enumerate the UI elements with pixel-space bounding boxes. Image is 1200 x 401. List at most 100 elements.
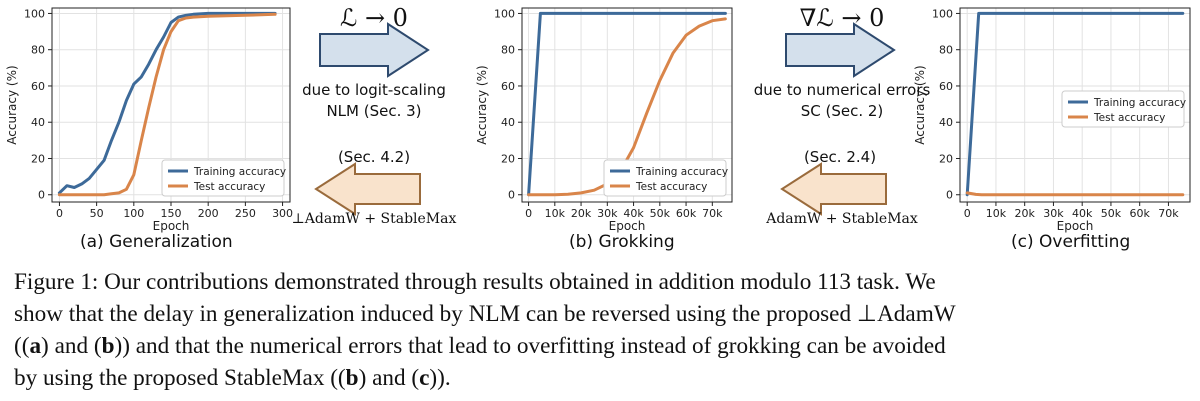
- chart-grokking: 0 10k 20k 30k 40k 50k 60k 70k 0 20 40 60 80 100 Epoch A…: [475, 7, 733, 233]
- series-line-test: [57, 12, 277, 197]
- x-tick-label: 60k: [1130, 207, 1151, 220]
- x-tick-label: 100: [123, 207, 144, 220]
- caption-line-4: by using the proposed StableMax ((b) and…: [14, 362, 1190, 394]
- x-tick-label: 30k: [1043, 207, 1064, 220]
- arrow-right-sec: (Sec. 2.4): [803, 148, 877, 166]
- x-tick-label: 30k: [597, 207, 618, 220]
- arrow-left-mid-line1: due to logit-scaling: [302, 81, 446, 99]
- caption-text: )) and that the numerical errors that le…: [114, 333, 946, 359]
- arrow-left-bottom-math: ⊥AdamW + StableMax: [291, 211, 457, 227]
- y-tick-label: 80: [31, 44, 45, 57]
- right-arrow-icon: [785, 22, 896, 78]
- x-tick-label: 0: [525, 207, 532, 220]
- arrow-left-sec: (Sec. 4.2): [337, 148, 411, 166]
- caption-line-3: ((a) and (b)) and that the numerical err…: [14, 330, 1190, 362]
- arrow-right-mid-line1: due to numerical errors: [753, 81, 931, 99]
- legend-label: Test accuracy: [1093, 112, 1165, 124]
- arrow-left-mid-line2: NLM (Sec. 3): [326, 102, 422, 120]
- plot-frame: [521, 7, 733, 203]
- arrow-left-top-math: ℒ → 0: [340, 4, 408, 32]
- x-tick-label: 150: [161, 207, 182, 220]
- y-tick-label: 20: [939, 152, 953, 165]
- caption-label: Figure 1:: [14, 269, 99, 295]
- y-tick-label: 100: [932, 7, 953, 20]
- y-tick-label: 40: [939, 116, 953, 129]
- x-axis-label: Epoch: [609, 219, 646, 233]
- x-tick-label: 40k: [1072, 207, 1093, 220]
- figure-caption: Figure 1: Our contributions demonstrated…: [14, 266, 1190, 394]
- y-axis-label: Accuracy (%): [475, 65, 489, 144]
- arrow-right-bottom-math: AdamW + StableMax: [766, 211, 918, 227]
- x-tick-label: 10k: [986, 207, 1007, 220]
- left-arrow-icon: [780, 162, 887, 216]
- arrow-left-right-pointing: [314, 22, 430, 216]
- y-axis-label: Accuracy (%): [5, 65, 19, 144]
- y-axis-label: Accuracy (%): [913, 65, 927, 144]
- series-line-test: [965, 191, 1185, 197]
- arrow-right-top-math: ∇ℒ → 0: [799, 4, 885, 32]
- x-tick-label: 200: [198, 207, 219, 220]
- subcaption-a: (a) Generalization: [80, 232, 233, 252]
- arrow-right-group: [780, 22, 896, 216]
- y-tick-label: 0: [946, 189, 953, 202]
- x-tick-label: 50k: [1101, 207, 1122, 220]
- left-arrow-icon: [314, 162, 421, 216]
- right-arrow-icon: [319, 22, 430, 78]
- y-tick-label: 80: [501, 44, 515, 57]
- x-tick-label: 250: [235, 207, 256, 220]
- x-tick-label: 50: [90, 207, 104, 220]
- subcaption-b: (b) Grokking: [569, 232, 675, 252]
- caption-ref-a: a: [29, 333, 42, 359]
- figure-canvas: 0 50 100 150 200 250 300020406080100EpochAccur…: [5, 7, 1191, 233]
- legend-label: Training accuracy: [1093, 97, 1186, 109]
- chart-generalization: 0 50 100 150 200 250 300 0 20 40 60 80 100 Epoch Accur…: [5, 7, 293, 233]
- caption-text: by using the proposed StableMax ((: [14, 365, 346, 391]
- y-tick-label: 80: [939, 44, 953, 57]
- y-tick-label: 60: [501, 80, 515, 93]
- series-line-training: [527, 11, 727, 197]
- x-tick-label: 50k: [650, 207, 671, 220]
- caption-text: ((: [14, 333, 30, 359]
- caption-text: Our contributions demonstrated through r…: [104, 269, 936, 295]
- x-tick-label: 20k: [571, 207, 592, 220]
- caption-line-2: show that the delay in generalization in…: [14, 298, 1190, 330]
- x-tick-label: 0: [56, 207, 63, 220]
- y-tick-label: 100: [494, 7, 515, 20]
- legend-label: Training accuracy: [193, 166, 286, 178]
- legend-label: Training accuracy: [635, 166, 728, 178]
- x-tick-label: 0: [964, 207, 971, 220]
- legend-label: Test accuracy: [635, 181, 707, 193]
- caption-ref-c: c: [419, 365, 430, 391]
- x-tick-label: 70k: [1158, 207, 1179, 220]
- x-axis-label: Epoch: [1057, 219, 1094, 233]
- y-tick-label: 0: [508, 189, 515, 202]
- chart-overfitting: 0 10k 20k 30k 40k 50k 60k 70k 0 20 40 60 80 100 Epoch A…: [913, 7, 1191, 233]
- caption-ref-b: b: [101, 333, 115, 359]
- legend: Training accuracy Test accuracy: [161, 159, 286, 197]
- x-tick-label: 300: [272, 207, 293, 220]
- series-line-training: [57, 11, 277, 195]
- x-tick-label: 10k: [545, 207, 566, 220]
- y-tick-label: 100: [24, 7, 45, 20]
- x-tick-label: 20k: [1015, 207, 1036, 220]
- y-tick-label: 20: [501, 152, 515, 165]
- y-tick-label: 60: [939, 80, 953, 93]
- x-tick-label: 60k: [676, 207, 697, 220]
- legend-box: [161, 159, 285, 197]
- caption-text: show that the delay in generalization in…: [14, 301, 956, 327]
- legend-box: [1061, 90, 1185, 128]
- y-tick-label: 0: [38, 189, 45, 202]
- caption-text: ) and (: [358, 365, 420, 391]
- y-tick-label: 60: [31, 80, 45, 93]
- caption-text: ) and (: [41, 333, 102, 359]
- y-tick-label: 40: [31, 116, 45, 129]
- legend: Training accuracy Test accuracy: [603, 159, 728, 197]
- arrow-right-mid-line2: SC (Sec. 2): [800, 102, 884, 120]
- caption-text: )).: [429, 365, 451, 391]
- subcaption-c: (c) Overfitting: [1011, 232, 1131, 252]
- legend: Training accuracy Test accuracy: [1061, 90, 1186, 128]
- legend-box: [603, 159, 727, 197]
- series-line-training: [965, 11, 1185, 197]
- caption-ref-b: b: [345, 365, 359, 391]
- caption-line-1: Figure 1: Our contributions demonstrated…: [14, 266, 1190, 298]
